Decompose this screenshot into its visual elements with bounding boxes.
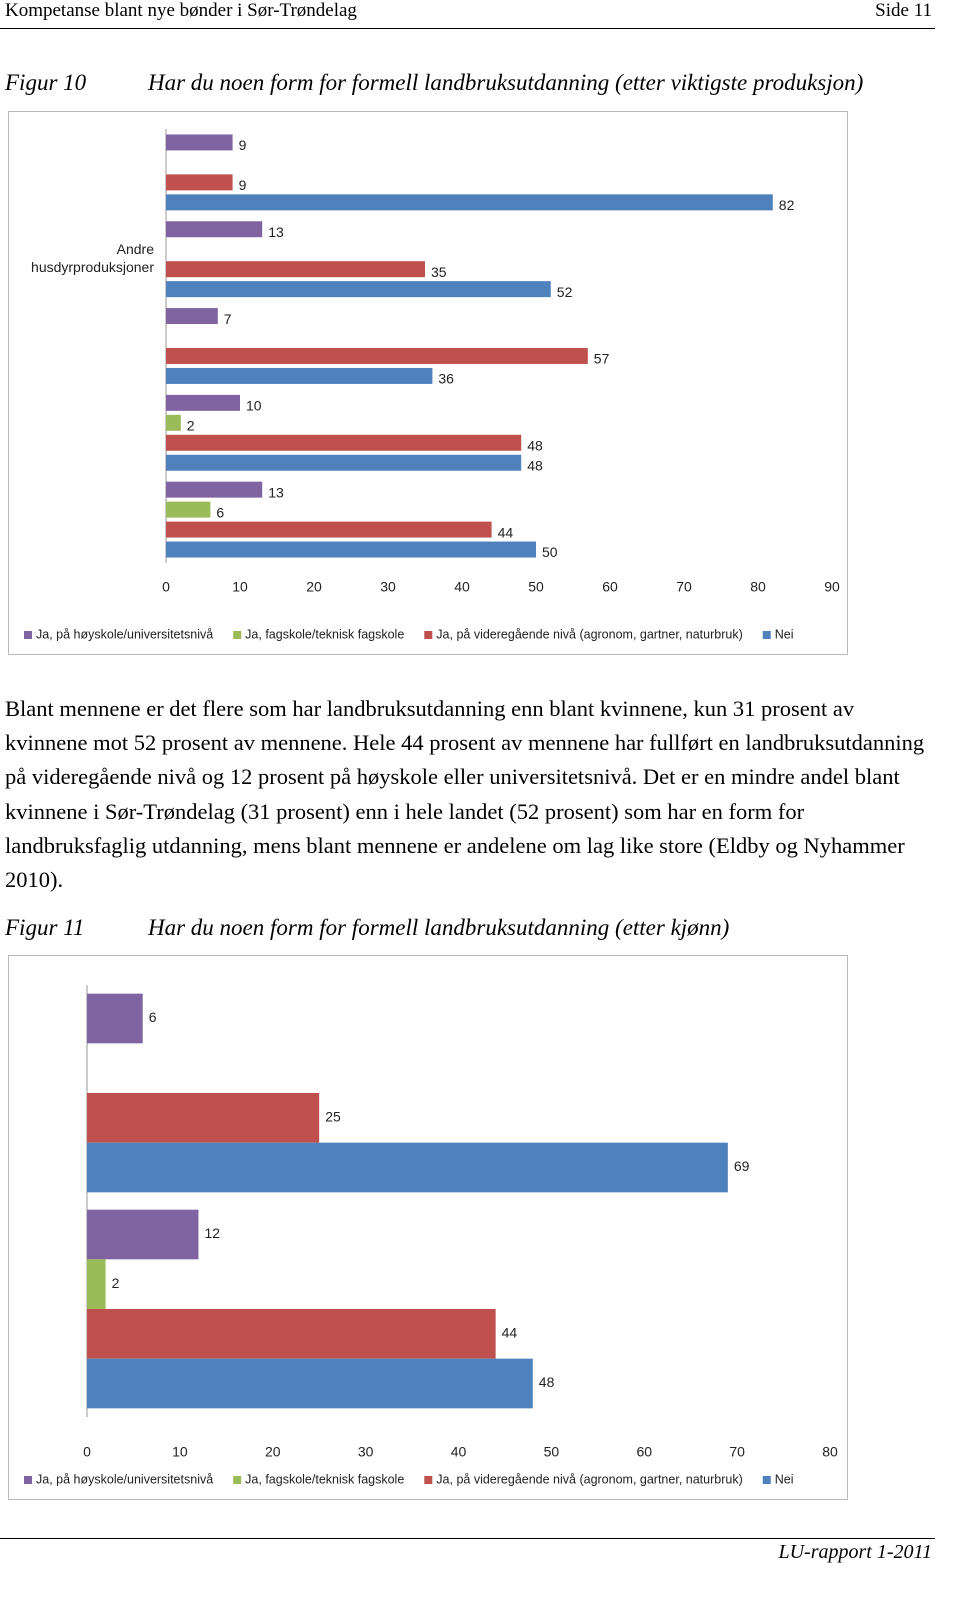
data-label: 9 — [239, 177, 247, 193]
bar — [166, 541, 536, 558]
legend-label: Ja, fagskole/teknisk fagskole — [245, 627, 404, 641]
bar — [166, 308, 218, 325]
legend-swatch — [762, 631, 771, 639]
x-tick-label: 80 — [822, 1444, 838, 1460]
bar — [166, 221, 263, 238]
data-label: 13 — [268, 224, 284, 240]
x-tick-label: 50 — [544, 1444, 560, 1460]
x-tick-label: 30 — [358, 1444, 374, 1460]
legend-label: Nei — [775, 1472, 794, 1486]
data-label: 48 — [539, 1374, 555, 1390]
data-label: 6 — [149, 1009, 157, 1025]
legend-label: Ja, på videregående nivå (agronom, gartn… — [436, 627, 742, 641]
data-label: 57 — [594, 351, 610, 367]
data-label: 6 — [216, 504, 224, 520]
bar — [87, 1093, 320, 1143]
bar — [166, 194, 773, 211]
x-tick-label: 20 — [306, 579, 322, 595]
header-title: Kompetanse blant nye bønder i Sør-Trønde… — [5, 0, 357, 21]
x-tick-label: 20 — [265, 1444, 281, 1460]
data-label: 2 — [187, 418, 195, 434]
legend-label: Ja, fagskole/teknisk fagskole — [245, 1472, 404, 1486]
x-tick-label: 40 — [451, 1444, 467, 1460]
figure-label: Figur 11 — [5, 915, 85, 940]
legend-label: Ja, på videregående nivå (agronom, gartn… — [436, 1472, 742, 1486]
chart: 0 10 20 30 40 50 60 70 80 6 25 69 12 2 44 48 Ja, på høys… — [8, 955, 848, 1500]
bar — [87, 1142, 728, 1193]
data-label: 13 — [268, 484, 284, 500]
footer-rule — [0, 1538, 935, 1539]
data-label: 36 — [438, 371, 454, 387]
figure-label: Figur 10 — [5, 70, 87, 95]
legend-swatch — [24, 1476, 32, 1484]
bar — [166, 501, 211, 518]
bar — [87, 1259, 106, 1309]
x-tick-label: 60 — [602, 579, 618, 595]
legend-label: Ja, på høyskole/universitetsnivå — [36, 1472, 213, 1486]
bar — [166, 454, 522, 471]
data-label: 9 — [239, 137, 247, 153]
figure-caption: Har du noen form for formell landbruksut… — [148, 915, 730, 940]
bar — [87, 993, 143, 1044]
header-page: Side 11 — [875, 0, 932, 21]
bar — [166, 394, 240, 411]
data-label: 44 — [502, 1325, 518, 1341]
data-label: 50 — [542, 544, 558, 560]
x-tick-label: 90 — [824, 579, 840, 595]
legend-swatch — [24, 631, 32, 639]
header-rule — [0, 28, 935, 29]
bar — [87, 1209, 199, 1260]
bar — [166, 261, 425, 278]
bar — [166, 281, 551, 298]
data-label: 35 — [431, 264, 447, 280]
bar — [87, 1309, 496, 1359]
paragraph: Blant mennene er det flere som har landb… — [5, 696, 925, 893]
data-label: 48 — [527, 437, 543, 453]
x-tick-label: 30 — [380, 579, 396, 595]
data-label: 12 — [204, 1225, 220, 1241]
legend-swatch — [233, 631, 242, 639]
bar — [166, 434, 522, 451]
data-label: 2 — [112, 1275, 120, 1291]
legend-label: Nei — [775, 627, 794, 641]
data-label: 25 — [325, 1109, 341, 1125]
bar — [166, 521, 492, 538]
chart: 0 10 20 30 40 50 60 70 80 90 9 9 82 Andre husdyrproduk… — [8, 111, 848, 655]
x-tick-label: 40 — [454, 579, 470, 595]
x-tick-label: 70 — [729, 1444, 745, 1460]
bar — [166, 481, 263, 498]
x-tick-label: 10 — [172, 1444, 188, 1460]
data-label: 44 — [498, 524, 514, 540]
x-tick-label: 70 — [676, 579, 692, 595]
figure-caption: Har du noen form for formell landbruksut… — [148, 70, 864, 95]
data-label: 10 — [246, 398, 262, 414]
data-label: 48 — [527, 457, 543, 473]
legend-swatch — [424, 1476, 433, 1484]
bar — [87, 1358, 533, 1409]
bar — [166, 134, 233, 151]
legend-swatch — [762, 1476, 771, 1484]
data-label: 82 — [779, 197, 795, 213]
bar — [166, 414, 181, 431]
x-tick-label: 80 — [750, 579, 766, 595]
bar — [166, 174, 233, 191]
x-tick-label: 0 — [83, 1444, 91, 1460]
bar — [166, 367, 433, 384]
footer: LU-rapport 1-2011 — [778, 1541, 932, 1563]
x-tick-label: 50 — [528, 579, 544, 595]
data-label: 7 — [224, 311, 232, 327]
x-tick-label: 0 — [162, 579, 170, 595]
x-tick-label: 10 — [232, 579, 248, 595]
bar — [166, 347, 588, 364]
y-tick-label: Andre husdyrproduksjoner — [31, 241, 154, 275]
data-label: 69 — [734, 1158, 750, 1174]
data-label: 52 — [557, 284, 573, 300]
legend-swatch — [424, 631, 433, 639]
x-tick-label: 60 — [636, 1444, 652, 1460]
legend-swatch — [233, 1476, 242, 1484]
legend-label: Ja, på høyskole/universitetsnivå — [36, 627, 213, 641]
